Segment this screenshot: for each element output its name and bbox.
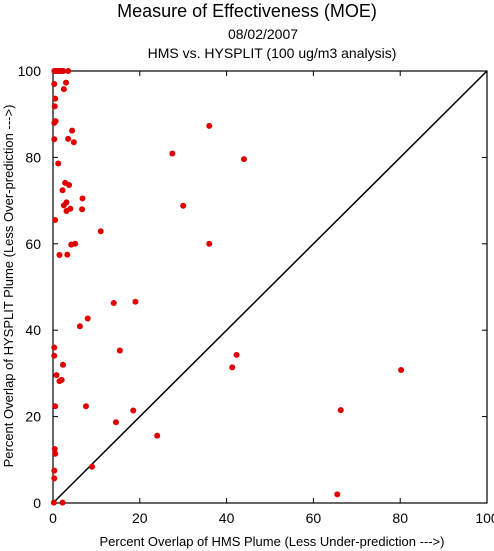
y-tick-label: 0 bbox=[33, 495, 41, 511]
data-point bbox=[76, 323, 83, 330]
data-point bbox=[60, 202, 67, 209]
data-point bbox=[52, 450, 59, 457]
chart-title: Measure of Effectiveness (MOE) bbox=[117, 1, 377, 21]
data-point bbox=[50, 499, 57, 506]
data-point bbox=[79, 206, 86, 213]
data-point bbox=[60, 86, 67, 93]
diagonal-reference-line bbox=[52, 70, 488, 504]
y-tick-label: 20 bbox=[25, 409, 41, 425]
data-point bbox=[53, 372, 60, 379]
data-point bbox=[334, 491, 341, 498]
data-point bbox=[52, 95, 59, 102]
plot-frame bbox=[52, 70, 488, 504]
data-point bbox=[116, 347, 123, 354]
data-point bbox=[206, 122, 213, 129]
chart-date: 08/02/2007 bbox=[228, 26, 298, 42]
data-point bbox=[59, 499, 66, 506]
data-point bbox=[51, 475, 58, 482]
data-point bbox=[56, 252, 63, 259]
data-point bbox=[51, 136, 58, 143]
data-point bbox=[52, 403, 59, 410]
data-point bbox=[233, 351, 240, 358]
data-point bbox=[66, 182, 73, 189]
data-point bbox=[63, 207, 70, 214]
data-point bbox=[337, 407, 344, 414]
x-tick-label: 20 bbox=[132, 510, 148, 526]
data-point bbox=[52, 118, 59, 125]
data-point bbox=[84, 315, 91, 322]
data-point bbox=[51, 446, 58, 452]
data-point bbox=[169, 150, 176, 157]
data-point bbox=[64, 251, 71, 258]
data-point bbox=[82, 403, 89, 410]
data-point bbox=[398, 366, 405, 373]
y-axis-label: Percent Overlap of HYSPLIT Plume (Less O… bbox=[1, 105, 16, 468]
x-axis-label: Percent Overlap of HMS Plume (Less Under… bbox=[100, 534, 445, 549]
data-point bbox=[56, 378, 63, 385]
data-point bbox=[63, 79, 70, 86]
data-point bbox=[51, 352, 58, 359]
data-point bbox=[70, 139, 77, 146]
x-tick-label: 60 bbox=[306, 510, 322, 526]
data-point bbox=[97, 228, 104, 235]
y-tick-label: 100 bbox=[18, 63, 42, 79]
data-point bbox=[59, 361, 66, 368]
data-point bbox=[52, 217, 59, 224]
data-point bbox=[65, 68, 72, 74]
data-point bbox=[60, 68, 67, 74]
x-tick-label: 80 bbox=[392, 510, 408, 526]
data-point bbox=[89, 463, 96, 470]
data-point bbox=[112, 419, 119, 426]
data-point bbox=[154, 432, 161, 439]
plot-area bbox=[52, 70, 488, 504]
data-point bbox=[69, 127, 76, 134]
data-point bbox=[51, 103, 58, 110]
data-point bbox=[65, 135, 72, 142]
data-point bbox=[51, 344, 58, 351]
data-point bbox=[130, 407, 137, 414]
data-point bbox=[51, 80, 58, 87]
y-tick-label: 80 bbox=[25, 149, 41, 165]
data-point bbox=[180, 202, 187, 209]
x-tick-label: 0 bbox=[49, 510, 57, 526]
data-point bbox=[72, 240, 79, 247]
y-tick-label: 60 bbox=[25, 236, 41, 252]
data-point bbox=[229, 364, 236, 371]
data-point bbox=[206, 240, 213, 247]
data-point bbox=[79, 195, 86, 202]
data-points bbox=[50, 68, 405, 506]
data-point bbox=[55, 160, 62, 167]
y-tick-label: 40 bbox=[25, 322, 41, 338]
x-tick-label: 100 bbox=[475, 510, 494, 526]
chart-analysis-label: HMS vs. HYSPLIT (100 ug/m3 analysis) bbox=[148, 45, 397, 61]
data-point bbox=[240, 156, 247, 163]
tick-labels: 0 20 40 60 80 100 0 20 40 60 80 100 bbox=[18, 63, 494, 526]
data-point bbox=[51, 467, 58, 474]
data-point bbox=[110, 299, 117, 306]
x-tick-label: 40 bbox=[219, 510, 235, 526]
data-point bbox=[132, 298, 139, 305]
data-point bbox=[59, 187, 66, 194]
